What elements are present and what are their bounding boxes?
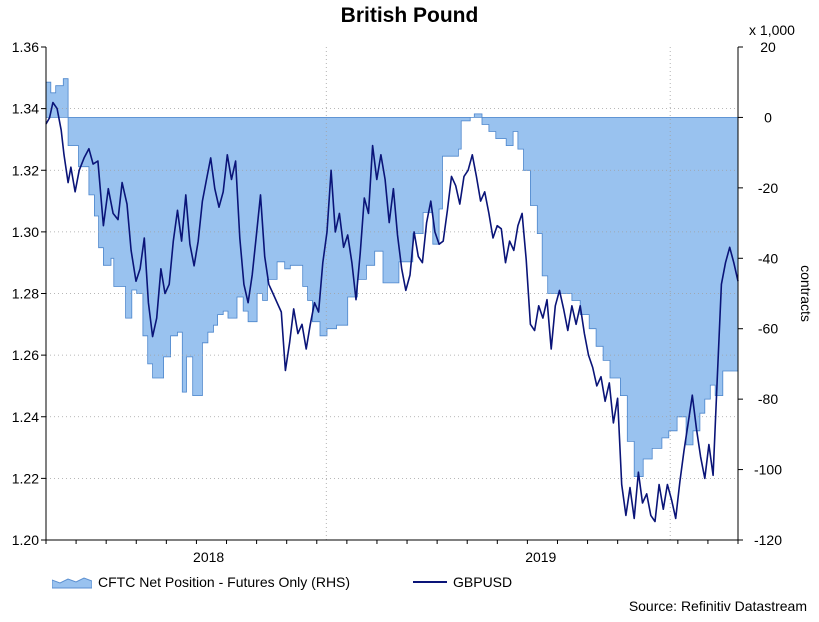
axes bbox=[41, 46, 743, 544]
left-tick-label: 1.22 bbox=[12, 470, 39, 486]
right-tick-label: -20 bbox=[758, 180, 778, 196]
gbpusd-line-path bbox=[45, 101, 739, 523]
x-tick-label: 2018 bbox=[193, 549, 224, 565]
right-axis-multiplier: x 1,000 bbox=[749, 22, 795, 38]
cftc-area-series bbox=[45, 78, 739, 477]
legend-swatch-area bbox=[52, 577, 92, 589]
left-tick-label: 1.28 bbox=[12, 286, 39, 302]
left-tick-label: 1.24 bbox=[12, 409, 39, 425]
right-tick-label: 20 bbox=[760, 39, 776, 55]
left-tick-label: 1.20 bbox=[12, 532, 39, 548]
legend-item-gbpusd: GBPUSD bbox=[413, 574, 512, 590]
right-tick-label: -60 bbox=[758, 321, 778, 337]
left-tick-label: 1.36 bbox=[12, 39, 39, 55]
right-tick-label: -100 bbox=[754, 462, 782, 478]
right-axis-title: contracts bbox=[798, 265, 814, 322]
left-tick-label: 1.32 bbox=[12, 162, 39, 178]
right-tick-label: -120 bbox=[754, 532, 782, 548]
left-tick-label: 1.30 bbox=[12, 224, 39, 240]
left-tick-label: 1.26 bbox=[12, 347, 39, 363]
legend-label-gbpusd: GBPUSD bbox=[453, 574, 513, 590]
legend-swatch-line bbox=[413, 581, 447, 583]
cftc-area-path bbox=[45, 78, 739, 477]
legend-item-cftc: CFTC Net Position - Futures Only (RHS) bbox=[52, 574, 350, 590]
source-note: Source: Refinitiv Datastream bbox=[628, 598, 807, 614]
right-tick-label: 0 bbox=[764, 109, 772, 125]
right-tick-label: -80 bbox=[758, 391, 778, 407]
chart-title: British Pound bbox=[340, 4, 479, 27]
legend-label-cftc: CFTC Net Position - Futures Only (RHS) bbox=[98, 574, 351, 590]
gbpusd-line-series bbox=[45, 101, 739, 523]
left-tick-label: 1.34 bbox=[12, 101, 39, 117]
gridlines bbox=[46, 47, 738, 540]
right-tick-label: -40 bbox=[758, 250, 778, 266]
x-tick-label: 2019 bbox=[525, 549, 556, 565]
tick-labels: 1.20 1.22 1.24 1.26 1.28 1.30 1.32 1.34 1.36 -120… bbox=[12, 22, 814, 565]
